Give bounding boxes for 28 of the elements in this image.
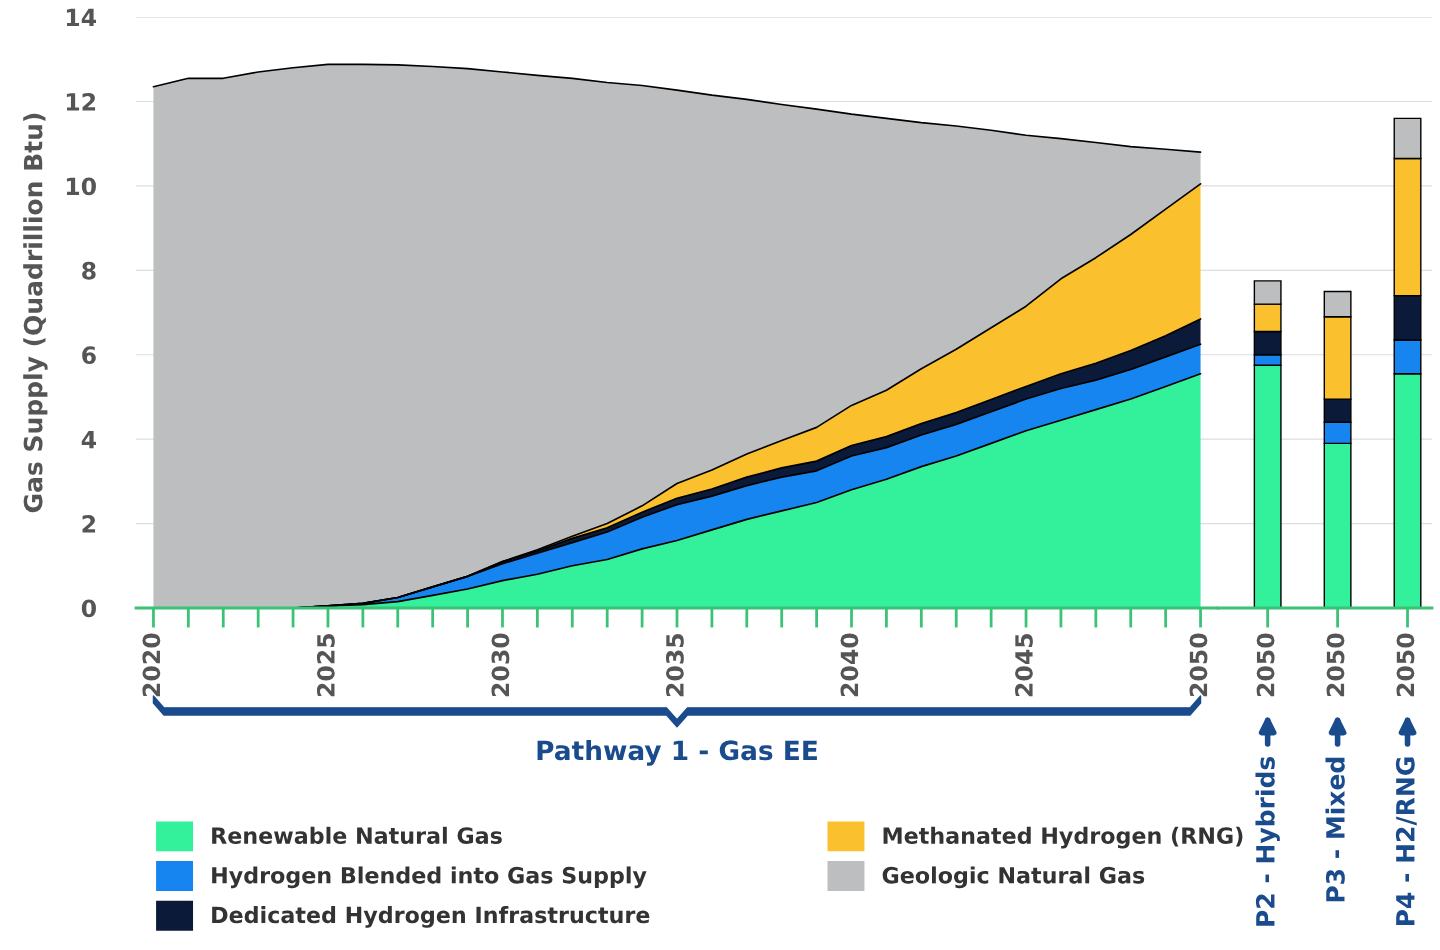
x-tick-label: 2020: [142, 633, 161, 697]
x-tick-label: 2030: [491, 633, 510, 697]
x-tick-label: 2040: [840, 633, 859, 697]
x-tick-label: 2025: [316, 633, 335, 697]
y-axis-title: Gas Supply (Quadrillion Btu): [23, 113, 48, 513]
y-tick-label: 0: [81, 599, 96, 618]
legend-label: Hydrogen Blended into Gas Supply: [212, 866, 647, 889]
y-tick-label: 12: [66, 92, 96, 111]
legend-label: Dedicated Hydrogen Infrastructure: [212, 906, 650, 928]
y-tick-label: 14: [66, 8, 97, 27]
y-tick-label: 6: [82, 346, 96, 365]
y-tick-label: 4: [81, 430, 97, 449]
x-tick-label: 2045: [1015, 633, 1033, 697]
legend-label: Geologic Natural Gas: [882, 866, 1145, 889]
x-tick-label: 2050: [1189, 633, 1208, 697]
text: P2 - Hybrids: [1255, 756, 1280, 926]
x-tick-label: 2050: [1396, 633, 1415, 697]
text: P4 - H2/RNG: [1395, 757, 1417, 926]
text: Pathway 1 - Gas EE: [537, 739, 817, 766]
text: P3 - Mixed: [1325, 757, 1345, 902]
x-tick-label: 2035: [665, 633, 684, 697]
legend-label: Renewable Natural Gas: [212, 826, 502, 844]
x-tick-label: 2050: [1326, 633, 1345, 697]
y-tick-label: 2: [82, 515, 96, 533]
y-tick-label: 8: [82, 261, 96, 280]
legend-label: Methanated Hydrogen (RNG): [883, 826, 1243, 849]
y-tick-label: 10: [66, 177, 96, 196]
x-tick-label: 2050: [1256, 633, 1275, 697]
